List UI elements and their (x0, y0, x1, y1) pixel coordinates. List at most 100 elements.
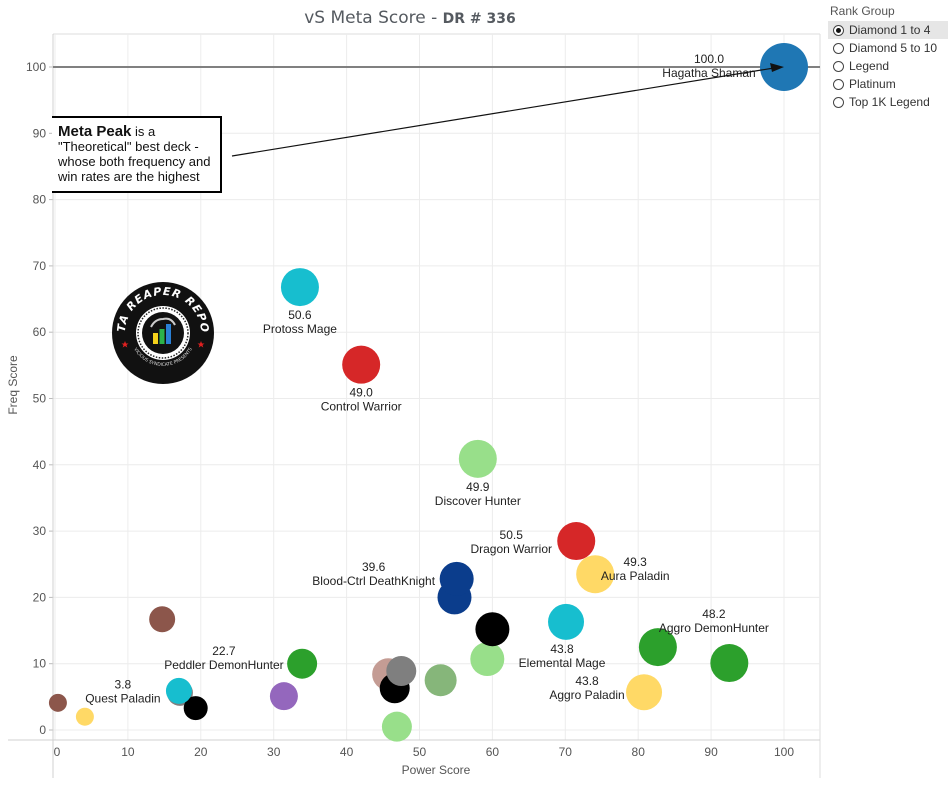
y-tick-label: 90 (33, 126, 47, 140)
point-score-label: 3.8 (115, 678, 132, 692)
x-tick-label: 30 (267, 745, 281, 759)
point-name-label: Peddler DemonHunter (164, 658, 283, 672)
point-dragon-warrior[interactable] (557, 522, 596, 561)
rank-option-diamond-5-to-10[interactable]: Diamond 5 to 10 (828, 39, 948, 57)
point-elemental-mage[interactable] (548, 603, 585, 640)
x-tick-label: 40 (340, 745, 354, 759)
point-name-label: Aggro Paladin (549, 688, 624, 702)
point-unlabeled[interactable] (470, 642, 505, 677)
annotation-arrow-line (231, 67, 775, 157)
point-name-label: Aura Paladin (601, 569, 670, 583)
rank-option-top-1k-legend[interactable]: Top 1K Legend (828, 93, 948, 111)
y-axis-title: Freq Score (6, 355, 20, 415)
point-name-label: Aggro DemonHunter (659, 621, 769, 635)
y-tick-label: 60 (33, 325, 47, 339)
radio-unselected-icon[interactable] (833, 78, 844, 90)
rank-option-platinum[interactable]: Platinum (828, 75, 948, 93)
rank-option-label: Diamond 5 to 10 (849, 41, 938, 55)
point-aggro-demonhunter[interactable] (638, 628, 677, 667)
point-aura-paladin[interactable] (576, 555, 615, 594)
x-tick-label: 0 (54, 745, 61, 759)
bar-icon-blue (166, 324, 171, 344)
point-name-label: Hagatha Shaman (662, 66, 755, 80)
x-axis-title: Power Score (402, 763, 471, 777)
point-protoss-mage[interactable] (280, 268, 319, 307)
radio-unselected-icon[interactable] (833, 96, 844, 108)
point-score-label: 100.0 (694, 52, 724, 66)
point-blood-ctrl-deathknight[interactable] (439, 561, 474, 596)
point-unlabeled[interactable] (48, 693, 67, 712)
point-name-label: Blood-Ctrl DeathKnight (312, 574, 435, 588)
point-unlabeled[interactable] (381, 711, 412, 742)
y-tick-label: 100 (26, 60, 46, 74)
point-score-label: 49.3 (624, 555, 648, 569)
annotation-bold: Meta Peak (58, 123, 132, 140)
y-tick-label: 50 (33, 392, 47, 406)
y-tick-label: 20 (33, 590, 47, 604)
rank-option-label: Platinum (849, 77, 896, 91)
point-unlabeled[interactable] (149, 606, 176, 633)
bar-icon-yellow (153, 333, 158, 344)
point-score-label: 49.9 (466, 480, 490, 494)
point-score-label: 39.6 (362, 560, 386, 574)
rank-option-label: Top 1K Legend (849, 95, 930, 109)
x-tick-label: 10 (121, 745, 135, 759)
point-name-label: Quest Paladin (85, 692, 160, 706)
point-score-label: 43.8 (575, 674, 599, 688)
point-name-label: Discover Hunter (435, 494, 521, 508)
axes: 0 10 20 30 40 50 60 70 80 90 100 0 10 20 30 40 50 60 70 80 9… (6, 34, 820, 778)
point-name-label: Protoss Mage (263, 322, 337, 336)
point-unlabeled[interactable] (386, 655, 417, 686)
y-tick-label: 30 (33, 524, 47, 538)
x-tick-label: 70 (559, 745, 573, 759)
x-tick-label: 60 (486, 745, 500, 759)
point-unlabeled[interactable] (475, 612, 510, 647)
x-tick-label: 90 (704, 745, 718, 759)
meta-peak-annotation: Meta Peak is a "Theoretical" best deck -… (52, 116, 222, 193)
point-score-label: 49.0 (350, 386, 374, 400)
point-unlabeled[interactable] (269, 682, 298, 711)
x-tick-label: 20 (194, 745, 208, 759)
point-unlabeled[interactable] (183, 696, 208, 721)
point-score-label: 50.5 (500, 528, 524, 542)
x-tick-label: 50 (413, 745, 427, 759)
point-quest-paladin[interactable] (75, 707, 94, 726)
data-reaper-report-logo: DATA REAPER REPORT VICIOUS SYNDICATE PRE… (111, 281, 214, 384)
point-score-label: 22.7 (212, 644, 236, 658)
chart-title: vS Meta Score - DR # 336 (304, 8, 516, 28)
radio-unselected-icon[interactable] (833, 60, 844, 72)
y-tick-label: 70 (33, 259, 47, 273)
bar-icon-green (159, 329, 165, 344)
rank-option-label: Diamond 1 to 4 (849, 23, 931, 37)
point-peddler-demonhunter[interactable] (165, 677, 192, 704)
y-tick-label: 10 (33, 657, 47, 671)
point-control-warrior[interactable] (342, 345, 381, 384)
rank-group-filter: Rank Group Diamond 1 to 4 Diamond 5 to 10… (828, 4, 948, 111)
point-score-label: 48.2 (702, 607, 726, 621)
radio-unselected-icon[interactable] (833, 42, 844, 54)
point-name-label: Control Warrior (321, 400, 402, 414)
chart-title-main: vS Meta Score (304, 8, 426, 28)
radio-selected-icon[interactable] (833, 24, 844, 36)
annotation-text: is a "Theoretical" best deck - whose bot… (58, 124, 211, 184)
rank-option-label: Legend (849, 59, 890, 73)
rank-option-diamond-1-to-4[interactable]: Diamond 1 to 4 (828, 21, 948, 39)
point-unlabeled[interactable] (710, 644, 749, 683)
chart-subtitle: DR # 336 (442, 11, 516, 27)
point-unlabeled[interactable] (287, 648, 318, 679)
x-tick-label: 80 (632, 745, 646, 759)
rank-option-legend[interactable]: Legend (828, 57, 948, 75)
y-tick-label: 0 (39, 723, 46, 737)
point-score-label: 50.6 (288, 308, 312, 322)
point-name-label: Elemental Mage (519, 656, 606, 670)
point-unlabeled[interactable] (424, 664, 457, 697)
star-icon (197, 341, 205, 348)
point-aggro-paladin[interactable] (626, 674, 663, 711)
point-discover-hunter[interactable] (458, 439, 497, 478)
arrow-head-icon (770, 63, 784, 72)
y-tick-label: 80 (33, 193, 47, 207)
y-tick-label: 40 (33, 458, 47, 472)
filter-title: Rank Group (830, 4, 895, 18)
point-score-label: 43.8 (550, 642, 574, 656)
